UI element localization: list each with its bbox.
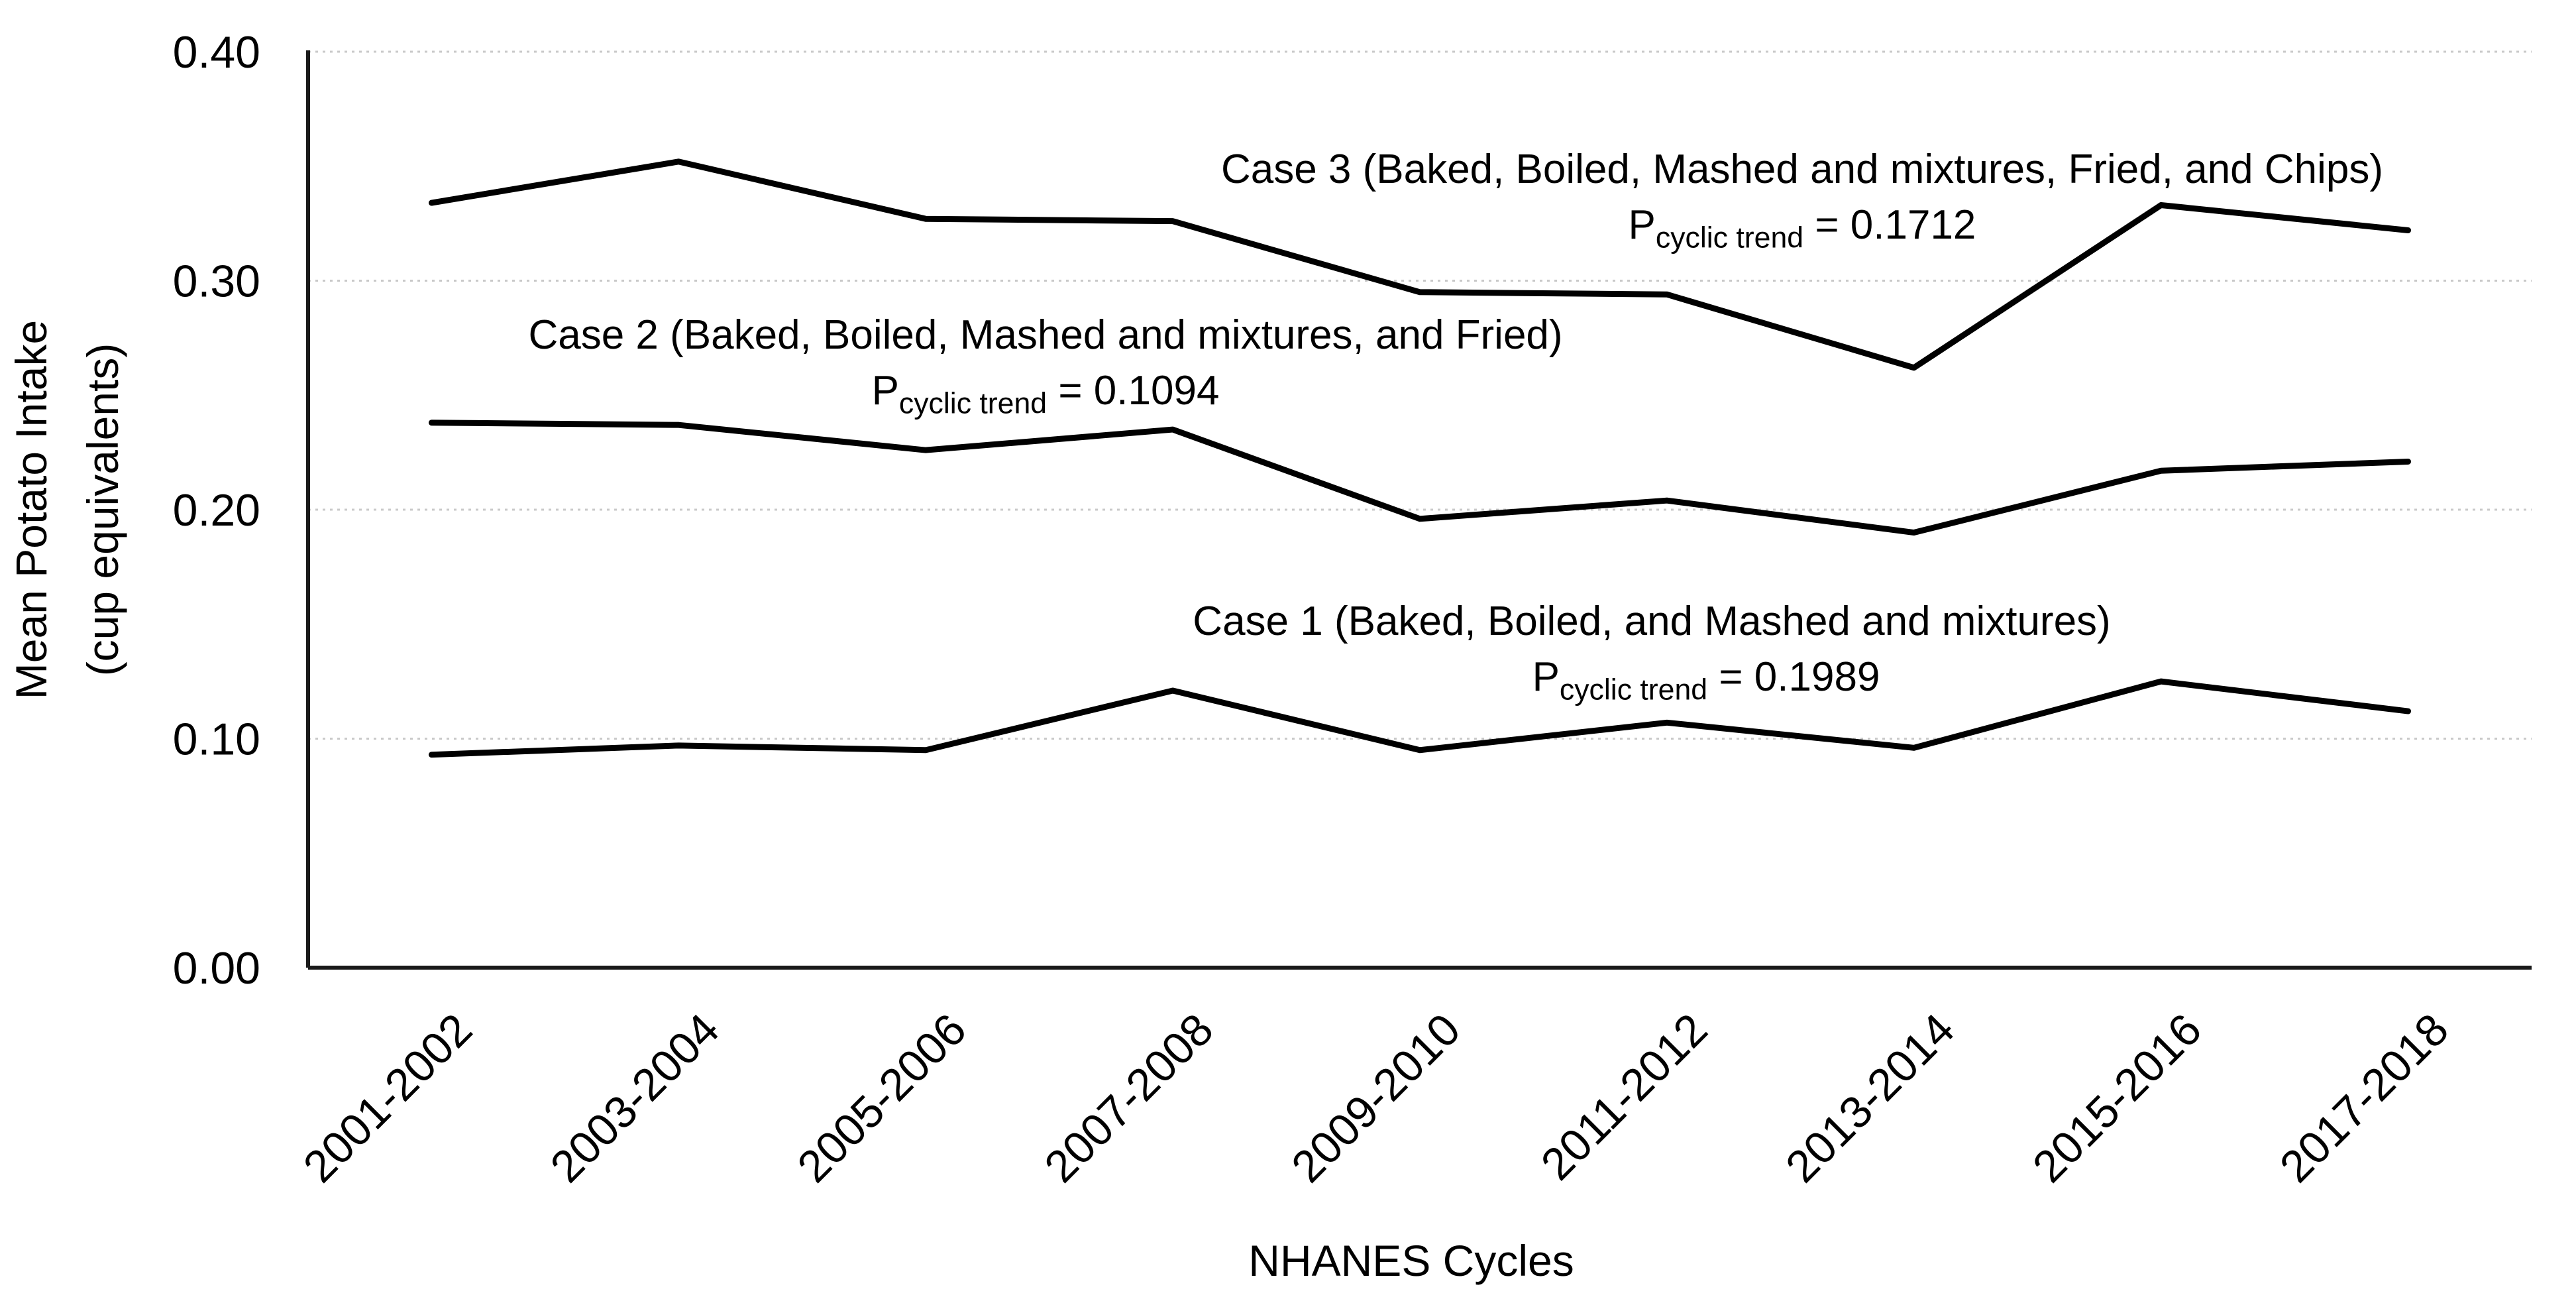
axes [306,50,2532,970]
x-tick-label: 2003-2004 [541,1004,729,1192]
x-tick-label: 2007-2008 [1035,1004,1223,1192]
case-2-line [428,420,2412,536]
x-tick-label: 2013-2014 [1776,1004,1964,1192]
y-tick-label: 0.00 [173,943,260,993]
data-series [428,158,2412,758]
y-axis-title-line1: Mean Potato Intake [7,320,56,699]
y-tick-label: 0.20 [173,485,260,536]
gridlines [308,50,2532,740]
case1-p-value: Pcyclic trend = 0.1989 [1532,653,1880,707]
case1-annotation: Case 1 (Baked, Boiled, and Mashed and mi… [1193,596,2111,705]
case3-annotation: Case 3 (Baked, Boiled, Mashed and mixtur… [1220,144,2384,255]
y-tick-label: 0.30 [173,256,260,307]
x-tick-label: 2017-2018 [2270,1004,2458,1192]
case-3-line [428,158,2412,371]
y-tick-label: 0.40 [173,27,260,78]
x-tick-label: 2005-2006 [788,1004,976,1192]
x-tick-label: 2009-2010 [1282,1004,1470,1192]
case-1-line [428,678,2412,758]
y-tick-label: 0.10 [173,714,260,765]
x-tick-label: 2011-2012 [1531,1004,1717,1190]
case3-p-value: Pcyclic trend = 0.1712 [1628,201,1976,255]
case2-annotation: Case 2 (Baked, Boiled, Mashed and mixtur… [528,310,1563,420]
case2-p-value: Pcyclic trend = 0.1094 [871,367,1220,420]
case3-series-label: Case 3 (Baked, Boiled, Mashed and mixtur… [1220,146,2384,192]
x-tick-label: 2015-2016 [2023,1004,2212,1192]
y-axis-title-line2: (cup equivalents) [78,343,127,677]
x-axis-title: NHANES Cycles [1248,1236,1574,1285]
case1-series-label: Case 1 (Baked, Boiled, and Mashed and mi… [1193,598,2111,644]
case2-series-label: Case 2 (Baked, Boiled, Mashed and mixtur… [528,312,1563,358]
x-tick-label: 2001-2002 [294,1004,482,1192]
